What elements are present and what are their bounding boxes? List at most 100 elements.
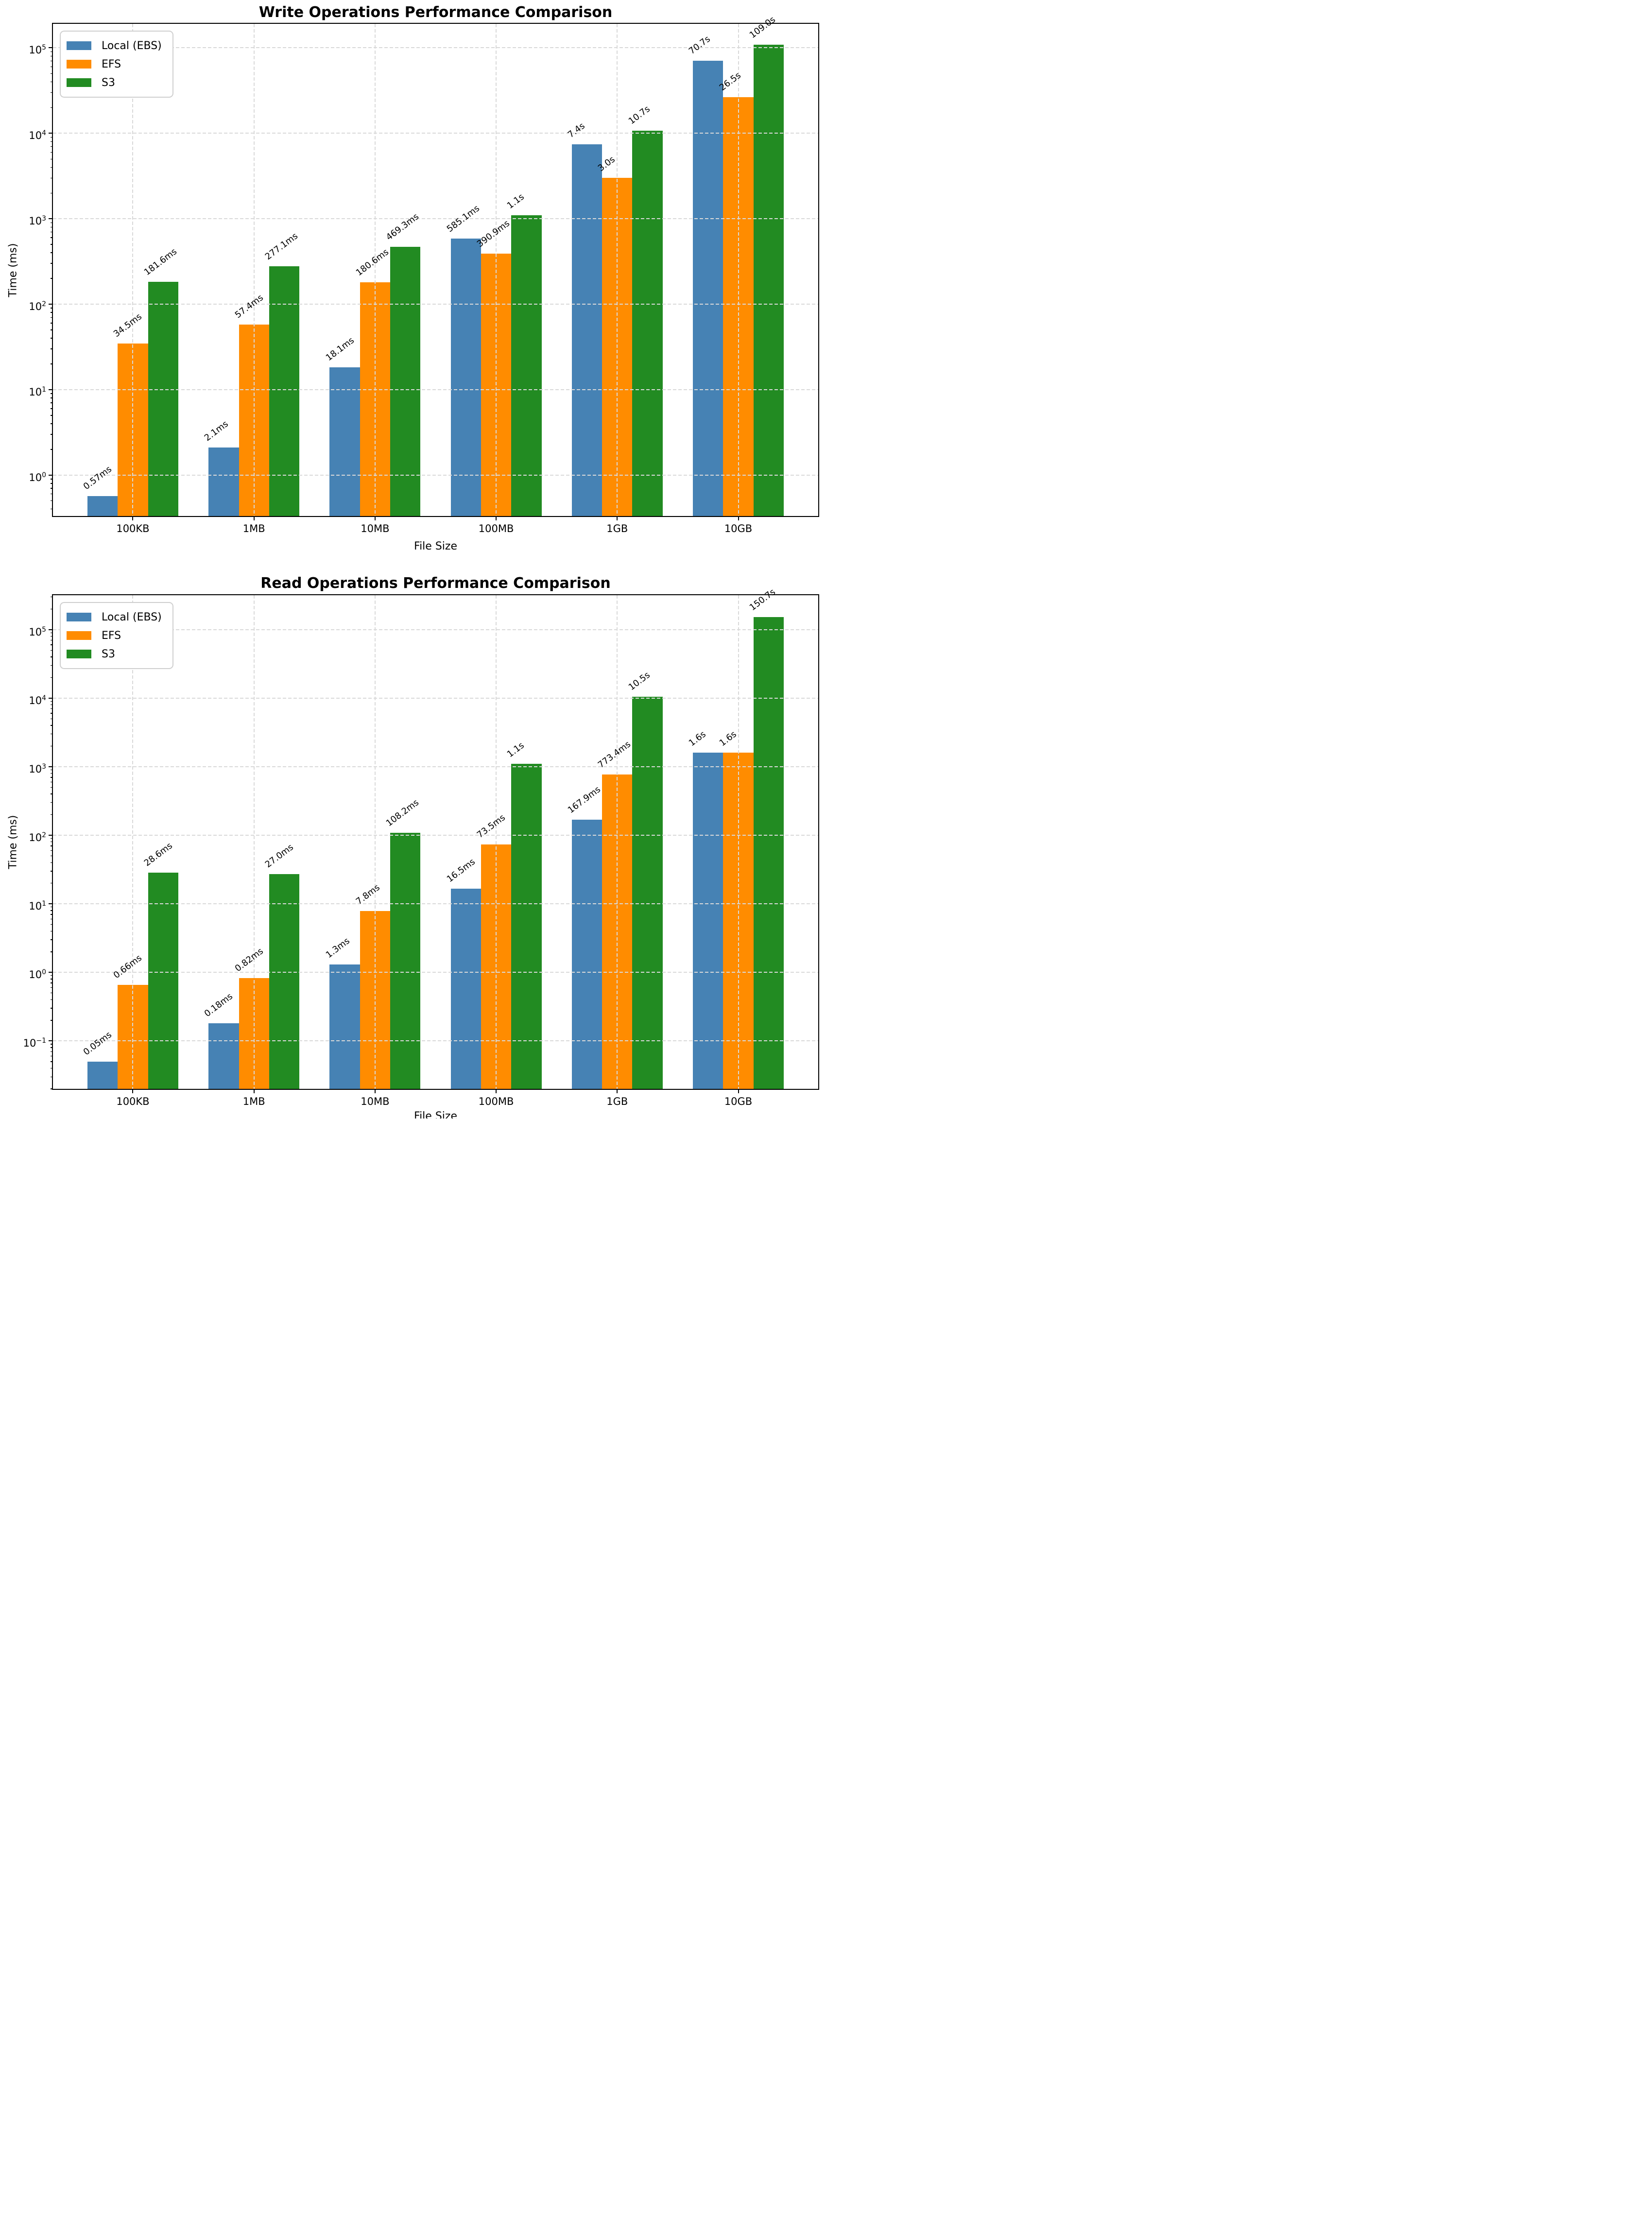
bar-value-label: 0.66ms	[112, 952, 144, 981]
y-minor-tick	[51, 1047, 53, 1048]
legend-swatch	[67, 631, 91, 640]
y-minor-tick	[51, 393, 53, 394]
x-tick-label: 1GB	[606, 523, 628, 534]
y-minor-tick	[51, 408, 53, 409]
y-minor-tick	[51, 939, 53, 940]
bar-local-ebs--10gb	[693, 752, 723, 1089]
bar-value-label: 0.82ms	[233, 946, 265, 974]
x-gridline	[496, 24, 497, 516]
x-tick	[253, 1089, 255, 1093]
legend-swatch	[67, 613, 91, 621]
y-minor-tick	[51, 644, 53, 645]
y-minor-tick	[51, 317, 53, 318]
chart-title: Write Operations Performance Comparison	[258, 4, 613, 21]
y-tick-label: 105	[29, 625, 46, 638]
bar-value-label: 108.2ms	[384, 797, 421, 829]
y-gridline	[53, 903, 818, 904]
y-tick-label: 101	[29, 385, 46, 398]
x-tick	[738, 516, 739, 520]
bar-local-ebs--100mb	[450, 238, 481, 516]
y-tick	[49, 766, 53, 767]
y-tick	[49, 389, 53, 390]
y-tick	[49, 697, 53, 699]
y-minor-tick	[51, 500, 53, 501]
y-tick-label: 101	[29, 900, 46, 912]
y-minor-tick	[51, 951, 53, 952]
x-tick-label: 10MB	[361, 523, 390, 534]
y-minor-tick	[51, 402, 53, 403]
legend-item: S3	[67, 73, 162, 92]
x-gridline	[132, 595, 134, 1089]
y-minor-tick	[51, 1061, 53, 1062]
bar-s3-100mb	[511, 763, 542, 1089]
x-gridline	[617, 24, 618, 516]
x-gridline	[617, 595, 618, 1089]
y-tick	[49, 47, 53, 49]
bar-value-label: 167.9ms	[566, 784, 603, 816]
y-tick-label: 104	[29, 129, 46, 142]
y-minor-tick	[51, 701, 53, 702]
bar-local-ebs--10mb	[329, 964, 360, 1089]
bar-s3-10mb	[390, 833, 421, 1089]
y-minor-tick	[51, 107, 53, 108]
y-minor-tick	[51, 665, 53, 666]
x-gridline	[253, 595, 255, 1089]
legend: Local (EBS) EFS S3	[60, 602, 173, 669]
x-tick	[496, 1089, 497, 1093]
y-minor-tick	[51, 137, 53, 138]
x-tick	[253, 516, 255, 520]
bar-local-ebs--1gb	[571, 144, 602, 516]
legend-label: EFS	[102, 629, 121, 642]
y-minor-tick	[51, 773, 53, 774]
bar-local-ebs--1mb	[208, 1023, 239, 1089]
y-minor-tick	[51, 423, 53, 424]
y-minor-tick	[51, 987, 53, 988]
y-tick-label: 105	[29, 44, 46, 56]
y-minor-tick	[51, 329, 53, 330]
bar-local-ebs--100mb	[450, 889, 481, 1089]
bar-s3-10gb	[753, 617, 784, 1089]
y-minor-tick	[51, 650, 53, 651]
legend-item: Local (EBS)	[67, 36, 162, 55]
legend-label: EFS	[102, 58, 121, 70]
y-gridline	[53, 1040, 818, 1042]
y-minor-tick	[51, 92, 53, 93]
y-tick-label: 100	[29, 471, 46, 483]
write-operations-chart: Write Operations Performance Comparison …	[0, 0, 826, 1118]
x-tick-label: 100KB	[116, 1096, 150, 1107]
y-tick	[49, 218, 53, 219]
x-tick	[617, 516, 618, 520]
y-tick-label: 104	[29, 694, 46, 706]
x-tick	[374, 516, 376, 520]
y-gridline	[53, 389, 818, 390]
y-minor-tick	[51, 146, 53, 147]
y-minor-tick	[51, 814, 53, 815]
legend-label: Local (EBS)	[102, 611, 162, 623]
y-minor-tick	[51, 363, 53, 364]
bar-s3-1mb	[269, 874, 300, 1089]
y-tick	[49, 903, 53, 904]
y-tick	[49, 303, 53, 305]
x-tick	[738, 1089, 739, 1093]
y-minor-tick	[51, 787, 53, 788]
y-gridline	[53, 474, 818, 476]
y-minor-tick	[51, 636, 53, 637]
x-axis-label: File Size	[414, 1110, 457, 1118]
x-tick-label: 10GB	[724, 1096, 753, 1107]
legend-label: Local (EBS)	[102, 39, 162, 52]
y-minor-tick	[51, 167, 53, 168]
y-minor-tick	[51, 802, 53, 803]
y-minor-tick	[51, 252, 53, 253]
y-tick	[49, 474, 53, 476]
legend-item: Local (EBS)	[67, 608, 162, 626]
bar-s3-10gb	[753, 44, 784, 516]
x-gridline	[374, 24, 376, 516]
x-gridline	[738, 24, 739, 516]
y-gridline	[53, 133, 818, 134]
y-minor-tick	[51, 838, 53, 839]
figure-canvas: Write Operations Performance Comparison …	[0, 0, 826, 1118]
y-gridline	[53, 834, 818, 836]
x-tick-label: 1GB	[606, 1096, 628, 1107]
legend-item: EFS	[67, 55, 162, 73]
y-tick-label: 10−1	[23, 1037, 46, 1050]
